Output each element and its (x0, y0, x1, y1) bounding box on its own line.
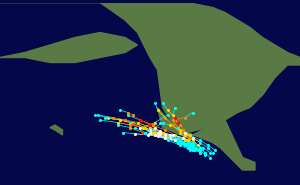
Polygon shape (50, 125, 62, 135)
Polygon shape (0, 3, 300, 132)
Polygon shape (158, 107, 255, 170)
Polygon shape (0, 33, 137, 63)
